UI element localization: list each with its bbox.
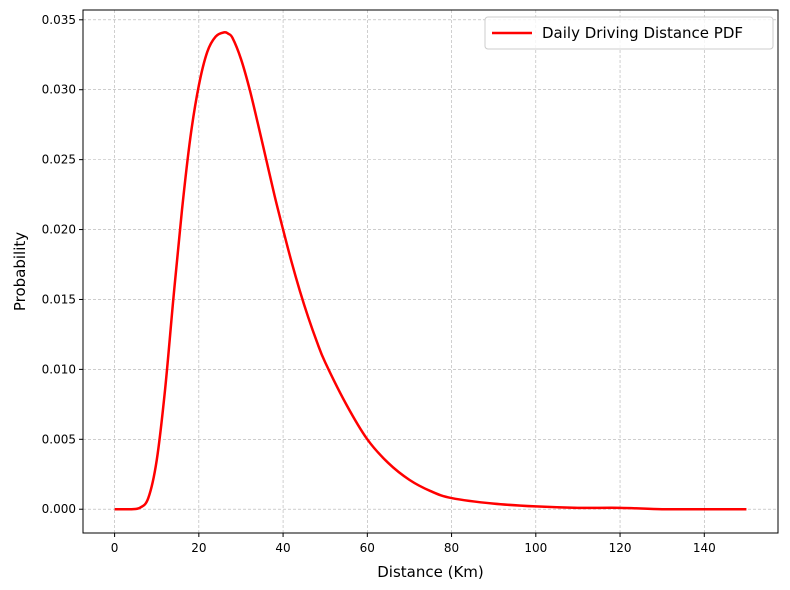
legend: Daily Driving Distance PDF bbox=[484, 16, 774, 50]
y-tick-label: 0.005 bbox=[42, 432, 76, 446]
y-tick-label: 0.025 bbox=[42, 153, 76, 167]
x-tick-label: 40 bbox=[275, 541, 290, 555]
plot-frame bbox=[82, 9, 779, 534]
y-tick-label: 0.000 bbox=[42, 502, 76, 516]
x-tick-label: 100 bbox=[524, 541, 547, 555]
y-axis-label: Probability bbox=[11, 232, 29, 311]
y-tick-label: 0.015 bbox=[42, 292, 76, 306]
y-tick-label: 0.010 bbox=[42, 362, 76, 376]
y-tick-label: 0.030 bbox=[42, 83, 76, 97]
y-tick-label: 0.035 bbox=[42, 13, 76, 27]
x-tick-label: 0 bbox=[111, 541, 119, 555]
x-axis-label: Distance (Km) bbox=[377, 563, 484, 581]
legend-box bbox=[484, 16, 774, 50]
x-tick-label: 140 bbox=[693, 541, 716, 555]
legend-label: Daily Driving Distance PDF bbox=[542, 24, 743, 42]
x-tick-label: 20 bbox=[191, 541, 206, 555]
x-axis: 0 20 40 60 80 100 120 140 bbox=[111, 533, 716, 555]
series-layer bbox=[114, 31, 747, 511]
x-tick-label: 60 bbox=[360, 541, 375, 555]
series-line bbox=[114, 31, 747, 511]
x-tick-label: 80 bbox=[444, 541, 459, 555]
y-tick-label: 0.020 bbox=[42, 223, 76, 237]
x-tick-label: 120 bbox=[609, 541, 632, 555]
y-axis: 0.000 0.005 0.010 0.015 0.020 0.025 0.030 0.035 bbox=[42, 13, 83, 516]
grid bbox=[83, 10, 778, 533]
